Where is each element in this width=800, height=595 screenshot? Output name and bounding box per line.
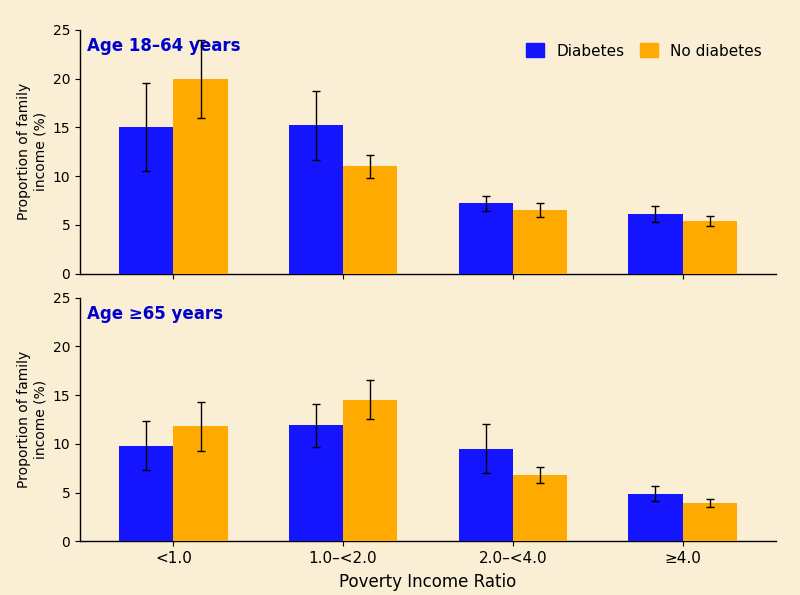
Bar xyxy=(458,203,513,274)
Bar xyxy=(289,126,343,274)
Y-axis label: Proportion of family
income (%): Proportion of family income (%) xyxy=(17,83,47,220)
Bar xyxy=(628,214,682,274)
Bar xyxy=(343,167,398,274)
Bar xyxy=(513,210,567,274)
Bar xyxy=(513,475,567,541)
Bar xyxy=(174,79,228,274)
Bar xyxy=(682,221,737,274)
Bar xyxy=(458,449,513,541)
Text: Age ≥65 years: Age ≥65 years xyxy=(87,305,223,323)
Legend: Diabetes, No diabetes: Diabetes, No diabetes xyxy=(520,37,768,65)
Bar xyxy=(174,426,228,541)
Bar xyxy=(628,494,682,541)
Bar xyxy=(119,127,174,274)
Text: Age 18–64 years: Age 18–64 years xyxy=(87,37,241,55)
X-axis label: Poverty Income Ratio: Poverty Income Ratio xyxy=(339,573,517,591)
Bar xyxy=(682,503,737,541)
Bar xyxy=(119,446,174,541)
Bar xyxy=(289,425,343,541)
Bar xyxy=(343,400,398,541)
Y-axis label: Proportion of family
income (%): Proportion of family income (%) xyxy=(17,351,47,488)
